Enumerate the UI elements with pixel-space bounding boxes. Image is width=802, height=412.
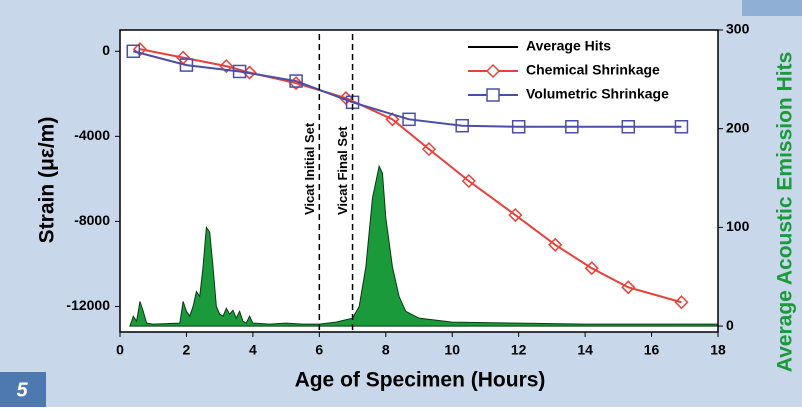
marker bbox=[455, 118, 469, 133]
marker bbox=[674, 295, 689, 310]
marker bbox=[565, 120, 579, 134]
y-tick-label: 0 bbox=[102, 42, 110, 58]
x-tick-label: 2 bbox=[183, 342, 191, 358]
marker bbox=[511, 120, 526, 134]
y-tick-label: -8000 bbox=[74, 212, 110, 228]
marker bbox=[674, 120, 689, 134]
line bbox=[139, 48, 682, 304]
marker bbox=[402, 112, 416, 127]
line bbox=[133, 50, 682, 128]
x-tick-label: 6 bbox=[315, 342, 323, 358]
marker bbox=[548, 237, 563, 252]
x-tick-label: 10 bbox=[444, 342, 460, 358]
marker bbox=[584, 261, 599, 276]
x-tick-label: 4 bbox=[249, 342, 257, 358]
marker bbox=[289, 74, 303, 88]
vline-label: Vicat Final Set bbox=[335, 126, 350, 215]
marker bbox=[385, 112, 400, 127]
x-tick-label: 14 bbox=[577, 342, 593, 358]
legend-label: Volumetric Shrinkage bbox=[526, 86, 669, 102]
area bbox=[129, 164, 719, 327]
x-axis-title: Age of Specimen (Hours) bbox=[295, 369, 546, 392]
panel-label: 5 bbox=[16, 379, 28, 401]
y-axis-title: Strain (με/m) bbox=[36, 117, 59, 244]
y2-axis-title: Average Acoustic Emission Hits bbox=[774, 52, 797, 373]
marker bbox=[461, 173, 476, 189]
marker bbox=[621, 280, 636, 295]
corner-block bbox=[742, 0, 802, 16]
marker bbox=[621, 120, 636, 134]
x-tick-label: 8 bbox=[382, 342, 390, 358]
y2-tick-label: 200 bbox=[726, 119, 750, 135]
marker bbox=[126, 44, 141, 59]
x-tick-label: 18 bbox=[710, 342, 726, 358]
marker bbox=[421, 142, 437, 157]
vline-label: Vicat Initial Set bbox=[302, 122, 317, 215]
x-tick-label: 16 bbox=[644, 342, 660, 358]
y2-tick-label: 100 bbox=[726, 218, 750, 234]
legend-label: Average Hits bbox=[526, 38, 611, 54]
panel-box bbox=[0, 372, 46, 407]
marker bbox=[508, 207, 523, 223]
legend-label: Chemical Shrinkage bbox=[526, 62, 660, 78]
y2-tick-label: 300 bbox=[726, 21, 750, 37]
y-tick-label: -12000 bbox=[66, 297, 110, 313]
plot-frame bbox=[119, 29, 719, 333]
marker bbox=[232, 64, 247, 79]
legend-marker bbox=[485, 63, 501, 79]
x-tick-label: 0 bbox=[116, 342, 124, 358]
x-tick-label: 12 bbox=[511, 342, 527, 358]
y-tick-label: -4000 bbox=[74, 127, 110, 143]
legend-marker bbox=[486, 88, 500, 102]
marker bbox=[219, 59, 234, 74]
y2-tick-label: 0 bbox=[726, 317, 734, 333]
marker bbox=[179, 58, 194, 72]
